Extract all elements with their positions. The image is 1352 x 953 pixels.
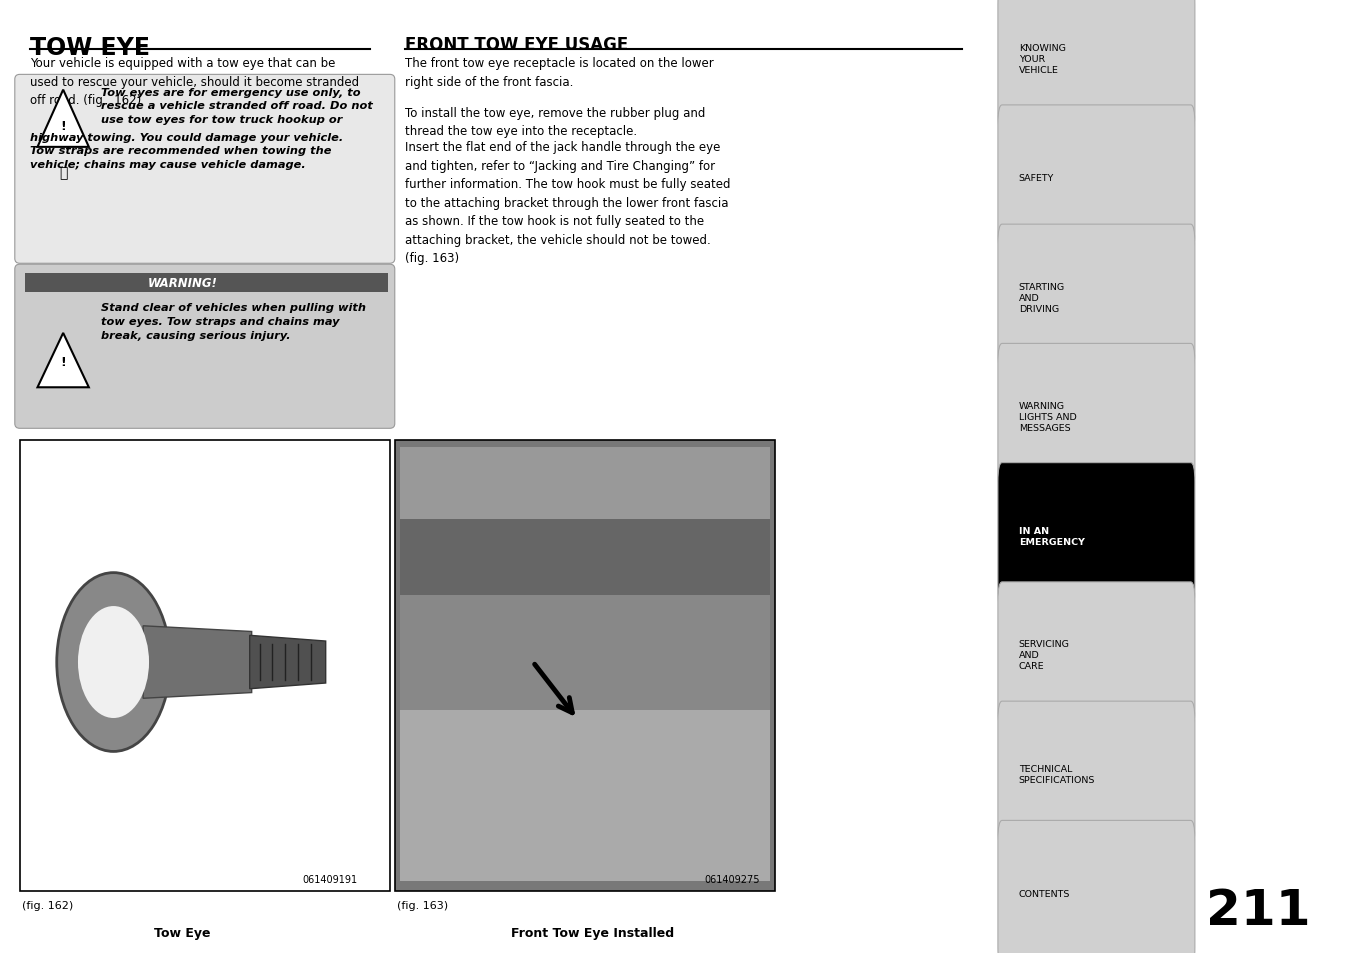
Text: WARNING!: WARNING! (147, 276, 218, 290)
Ellipse shape (57, 573, 170, 752)
FancyBboxPatch shape (24, 274, 388, 293)
Text: KNOWING
YOUR
VEHICLE: KNOWING YOUR VEHICLE (1019, 44, 1065, 75)
Text: !: ! (61, 355, 66, 369)
Text: Stand clear of vehicles when pulling with
tow eyes. Tow straps and chains may
br: Stand clear of vehicles when pulling wit… (100, 303, 365, 340)
FancyBboxPatch shape (15, 265, 395, 429)
FancyBboxPatch shape (400, 596, 769, 710)
FancyBboxPatch shape (400, 519, 769, 596)
Text: Insert the flat end of the jack handle through the eye
and tighten, refer to “Ja: Insert the flat end of the jack handle t… (404, 141, 730, 265)
FancyBboxPatch shape (998, 582, 1195, 728)
Text: (fig. 162): (fig. 162) (22, 900, 73, 909)
FancyBboxPatch shape (998, 0, 1195, 132)
Text: TECHNICAL
SPECIFICATIONS: TECHNICAL SPECIFICATIONS (1019, 764, 1095, 784)
FancyBboxPatch shape (998, 225, 1195, 371)
Text: TOW EYE: TOW EYE (30, 36, 150, 60)
Text: SAFETY: SAFETY (1019, 174, 1055, 183)
Text: (fig. 163): (fig. 163) (396, 900, 448, 909)
Polygon shape (38, 334, 89, 388)
Text: The front tow eye receptacle is located on the lower
right side of the front fas: The front tow eye receptacle is located … (404, 57, 714, 89)
Text: Tow Eye: Tow Eye (154, 925, 211, 939)
Text: Front Tow Eye Installed: Front Tow Eye Installed (511, 925, 673, 939)
Text: WARNING
LIGHTS AND
MESSAGES: WARNING LIGHTS AND MESSAGES (1019, 401, 1076, 433)
Text: 211: 211 (1206, 886, 1310, 934)
Polygon shape (38, 91, 89, 148)
FancyBboxPatch shape (998, 106, 1195, 252)
Text: 061409191: 061409191 (301, 875, 357, 884)
FancyBboxPatch shape (395, 440, 775, 891)
Text: highway towing. You could damage your vehicle.
Tow straps are recommended when t: highway towing. You could damage your ve… (30, 132, 343, 170)
FancyBboxPatch shape (20, 440, 389, 891)
Text: 061409275: 061409275 (704, 875, 760, 884)
FancyBboxPatch shape (998, 344, 1195, 490)
Text: IN AN
EMERGENCY: IN AN EMERGENCY (1019, 526, 1084, 546)
Text: Your vehicle is equipped with a tow eye that can be
used to rescue your vehicle,: Your vehicle is equipped with a tow eye … (30, 57, 358, 107)
FancyBboxPatch shape (998, 701, 1195, 847)
Text: Tow eyes are for emergency use only, to
rescue a vehicle stranded off road. Do n: Tow eyes are for emergency use only, to … (100, 88, 373, 125)
Text: !: ! (61, 120, 66, 133)
FancyBboxPatch shape (400, 710, 769, 882)
FancyBboxPatch shape (998, 821, 1195, 953)
Ellipse shape (78, 606, 149, 719)
Text: STARTING
AND
DRIVING: STARTING AND DRIVING (1019, 282, 1065, 314)
Polygon shape (250, 636, 326, 689)
Text: 🚗: 🚗 (59, 167, 68, 180)
Text: SERVICING
AND
CARE: SERVICING AND CARE (1019, 639, 1069, 671)
FancyBboxPatch shape (400, 448, 769, 519)
Text: To install the tow eye, remove the rubber plug and
thread the tow eye into the r: To install the tow eye, remove the rubbe… (404, 107, 704, 138)
Text: CONTENTS: CONTENTS (1019, 889, 1071, 898)
Text: FRONT TOW EYE USAGE: FRONT TOW EYE USAGE (404, 36, 627, 54)
FancyBboxPatch shape (15, 75, 395, 264)
Polygon shape (143, 626, 251, 699)
FancyBboxPatch shape (998, 463, 1195, 609)
